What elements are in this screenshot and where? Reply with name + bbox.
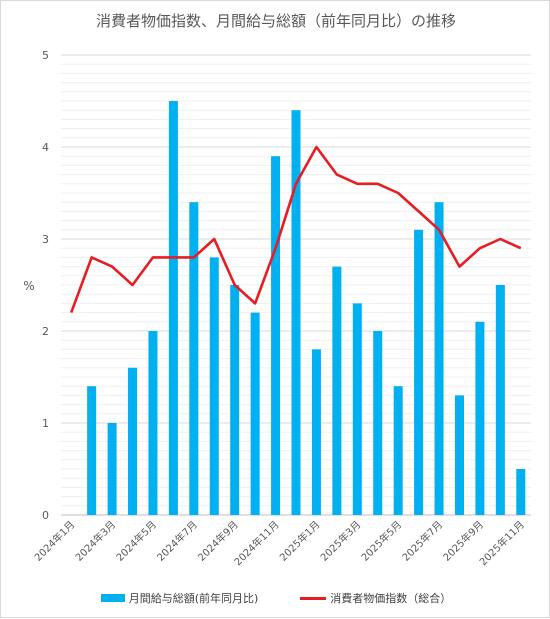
bar xyxy=(495,285,505,515)
bar xyxy=(230,285,240,515)
y-tick-label: 4 xyxy=(42,141,49,154)
bar xyxy=(434,202,444,515)
cpi-line xyxy=(70,145,522,314)
bar xyxy=(209,257,219,515)
y-tick-label: 0 xyxy=(42,509,49,522)
bar xyxy=(271,156,281,515)
y-tick-label: 2 xyxy=(42,325,49,338)
x-tick-label: 2024年7月 xyxy=(154,518,200,564)
bar xyxy=(332,266,342,515)
bar xyxy=(352,303,362,515)
bar xyxy=(189,202,199,515)
bar xyxy=(516,469,526,515)
bar xyxy=(128,367,138,515)
x-tick-label: 2024年5月 xyxy=(113,518,159,564)
x-tick-label: 2025年5月 xyxy=(358,518,404,564)
bar xyxy=(393,386,403,515)
bar xyxy=(87,386,97,515)
bar xyxy=(311,349,321,515)
legend: 月間給与総額(前年同月比) 消費者物価指数（総合） xyxy=(1,590,550,606)
y-tick-label: 5 xyxy=(42,49,49,62)
x-tick-label: 2025年3月 xyxy=(318,518,364,564)
x-tick-label: 2025年7月 xyxy=(399,518,445,564)
x-tick-label: 2025年1月 xyxy=(277,518,323,564)
legend-bar-swatch xyxy=(100,594,125,602)
y-axis-label: % xyxy=(23,279,34,293)
bar xyxy=(414,229,424,516)
bar xyxy=(373,331,383,515)
x-tick-label: 2024年9月 xyxy=(195,518,241,564)
y-tick-label: 3 xyxy=(42,233,49,246)
bar xyxy=(168,101,178,515)
bar xyxy=(454,395,464,515)
legend-item-cpi: 消費者物価指数（総合） xyxy=(300,590,451,606)
bar xyxy=(250,312,260,515)
bar xyxy=(148,331,158,515)
x-tick-label: 2025年9月 xyxy=(440,518,486,564)
legend-label-wages: 月間給与総額(前年同月比) xyxy=(128,592,259,605)
bar xyxy=(475,321,485,515)
legend-label-cpi: 消費者物価指数（総合） xyxy=(330,592,452,605)
x-tick-label: 2024年1月 xyxy=(32,518,78,564)
legend-line-swatch xyxy=(300,596,327,600)
bar xyxy=(291,110,301,515)
chart-title: 消費者物価指数、月間給与総額（前年同月比）の推移 xyxy=(95,12,456,30)
bar xyxy=(107,423,117,515)
legend-item-wages: 月間給与総額(前年同月比) xyxy=(100,590,259,606)
y-tick-label: 1 xyxy=(42,417,49,430)
x-tick-label: 2024年3月 xyxy=(72,518,118,564)
